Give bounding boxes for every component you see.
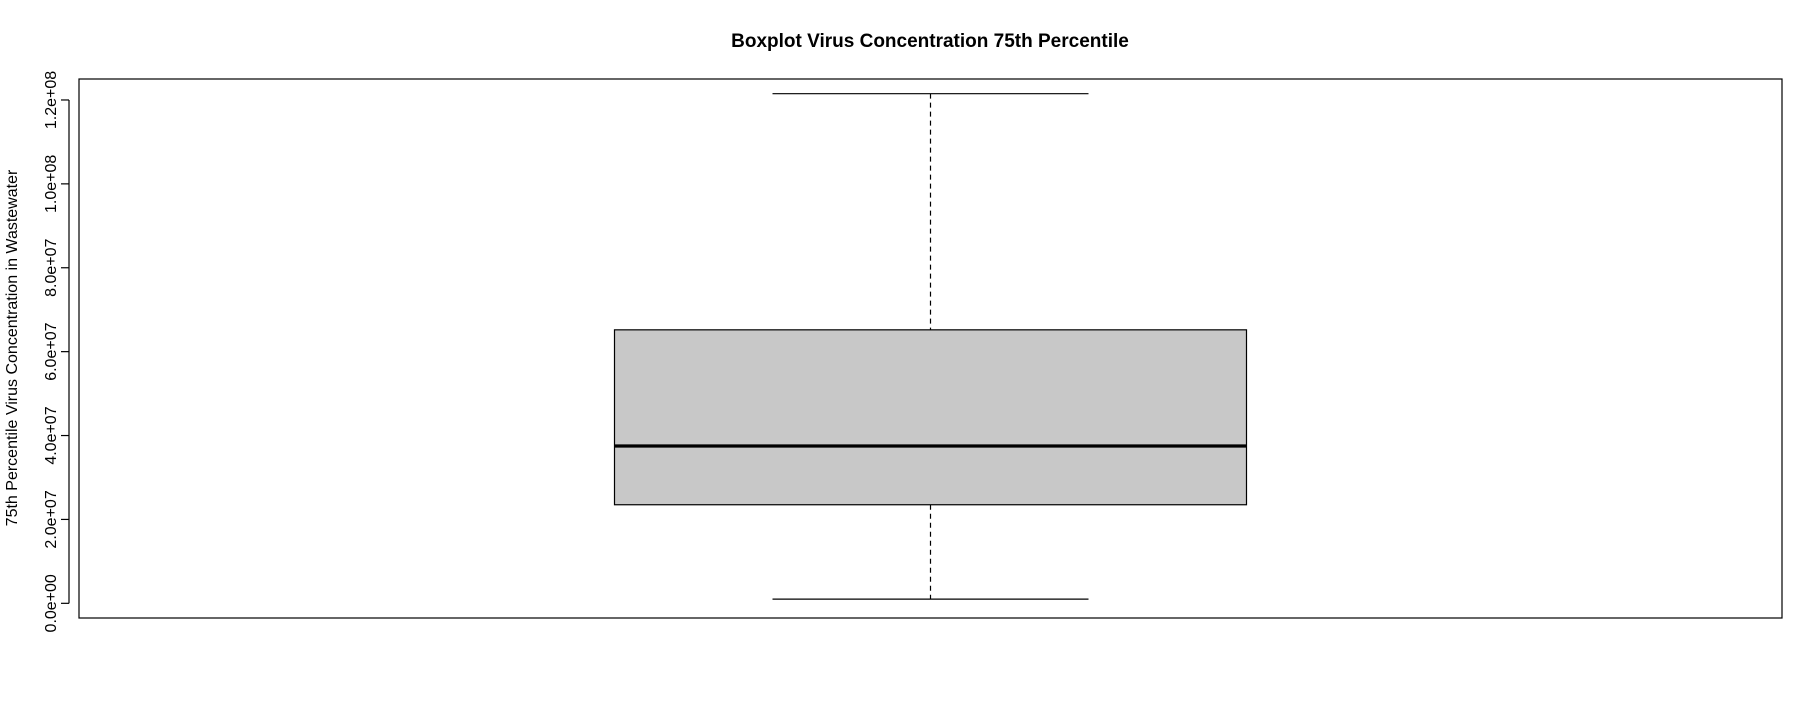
y-tick-label: 1.2e+08 xyxy=(43,71,60,129)
y-tick-label: 1.0e+08 xyxy=(43,155,60,213)
interquartile-box xyxy=(613,329,1248,506)
y-axis: 0.0e+00 2.0e+07 4.0e+07 6.0e+07 8.0e+07 1.0e+… xyxy=(43,71,70,632)
y-tick-label: 8.0e+07 xyxy=(43,239,60,297)
box-and-whiskers xyxy=(613,93,1248,600)
plot-frame xyxy=(78,78,1783,619)
y-tick-label: 6.0e+07 xyxy=(43,322,60,380)
y-axis-label: 75th Percentile Virus Concentration in W… xyxy=(4,169,21,526)
y-tick-label: 4.0e+07 xyxy=(43,406,60,464)
chart-title: Boxplot Virus Concentration 75th Percent… xyxy=(731,31,1129,52)
y-tick-label: 0.0e+00 xyxy=(43,574,60,632)
y-tick-label: 2.0e+07 xyxy=(43,490,60,548)
